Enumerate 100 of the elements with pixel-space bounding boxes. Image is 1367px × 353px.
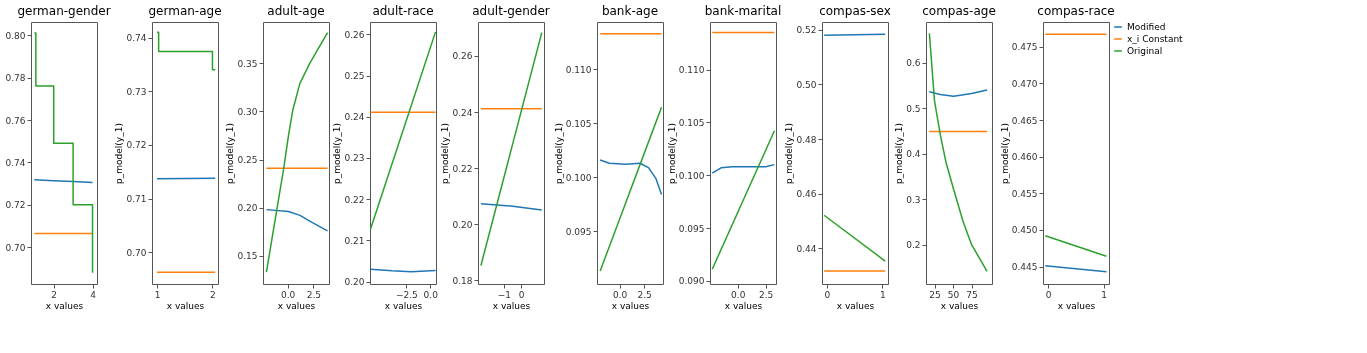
y-tick-label: 0.18	[452, 275, 473, 286]
legend-label: Original	[1127, 46, 1163, 56]
x-axis-title: x values	[1057, 300, 1096, 311]
legend-label: Modified	[1127, 22, 1166, 32]
y-tick-label: 0.2	[906, 240, 921, 251]
y-tick-label: 0.15	[237, 251, 258, 262]
y-tick-label: 0.22	[452, 163, 473, 174]
chart-title: german-age	[148, 4, 222, 18]
chart-title: german-gender	[17, 4, 111, 18]
y-tick-label: 0.72	[5, 200, 26, 211]
x-tick-label: 0.0	[731, 289, 746, 300]
y-tick-label: 0.44	[796, 243, 817, 254]
y-tick-label: 0.450	[1011, 225, 1038, 236]
y-tick-label: 0.470	[1011, 78, 1038, 89]
y-tick-label: 0.73	[126, 86, 147, 97]
x-axis-title: x values	[384, 300, 423, 311]
x-tick-label: 0.0	[612, 289, 628, 300]
x-tick-label: 0.0	[423, 289, 439, 300]
x-axis-title: x values	[611, 300, 650, 311]
x-tick-label: 0	[1045, 289, 1052, 300]
x-axis-title: x values	[724, 300, 763, 311]
chart-title: compas-age	[922, 4, 996, 18]
x-tick-label: −2.5	[395, 289, 418, 300]
x-tick-label: 0	[824, 289, 831, 300]
y-tick-label: 0.48	[796, 134, 817, 145]
x-tick-label: 2	[51, 289, 58, 300]
y-tick-label: 0.3	[906, 194, 921, 205]
y-tick-label: 0.22	[344, 194, 365, 205]
x-tick-label: 1	[880, 289, 886, 300]
y-tick-label: 0.095	[678, 223, 705, 234]
x-tick-label: 4	[90, 289, 97, 300]
y-tick-label: 0.20	[344, 277, 365, 288]
y-tick-label: 0.105	[678, 117, 705, 128]
x-tick-label: 1	[154, 289, 161, 300]
y-tick-label: 0.25	[237, 155, 258, 166]
y-tick-label: 0.21	[344, 235, 365, 246]
y-axis-title: p_model(y_1)	[784, 123, 795, 184]
line-series	[599, 159, 663, 196]
y-tick-label: 0.5	[906, 103, 921, 114]
y-tick-label: 0.70	[5, 242, 26, 253]
y-tick-label: 0.50	[796, 80, 817, 90]
chart-title: adult-gender	[472, 4, 550, 18]
y-tick-label: 0.095	[565, 226, 592, 237]
x-axis-title: x values	[940, 300, 979, 311]
y-tick-label: 0.71	[126, 194, 147, 205]
y-tick-label: 0.78	[5, 73, 26, 84]
x-tick-label: 0.0	[280, 289, 296, 300]
chart-title: compas-sex	[819, 4, 891, 18]
y-tick-label: 0.70	[126, 247, 147, 258]
y-tick-label: 0.72	[126, 140, 147, 151]
y-tick-label: 0.24	[452, 107, 473, 118]
line-series	[265, 208, 329, 232]
x-tick-label: 2	[210, 289, 216, 300]
x-tick-label: 25	[929, 289, 941, 300]
y-tick-label: 0.23	[344, 153, 365, 164]
y-axis-title: p_model(y_1)	[553, 123, 564, 184]
y-tick-label: 0.455	[1011, 188, 1038, 199]
x-tick-label: 50	[947, 289, 960, 300]
y-tick-label: 0.76	[5, 115, 26, 126]
y-tick-label: 0.26	[344, 29, 365, 40]
y-tick-label: 0.100	[565, 172, 592, 183]
chart-title: adult-age	[267, 4, 325, 18]
y-tick-label: 0.090	[678, 276, 705, 287]
y-tick-label: 0.24	[344, 112, 365, 123]
line-series	[265, 31, 329, 273]
y-axis-title: p_model(y_1)	[332, 123, 343, 184]
y-tick-label: 0.445	[1011, 262, 1038, 273]
y-tick-label: 0.105	[565, 118, 592, 129]
x-axis-title: x values	[492, 300, 531, 311]
y-tick-label: 0.6	[906, 58, 921, 69]
x-tick-label: 1	[1101, 289, 1108, 300]
y-axis-title: p_model(y_1)	[894, 123, 905, 184]
y-tick-label: 0.475	[1011, 42, 1038, 53]
line-series	[33, 32, 94, 274]
y-tick-label: 0.100	[678, 170, 705, 181]
x-axis-title: x values	[166, 300, 205, 311]
y-tick-label: 0.20	[452, 219, 473, 230]
y-tick-label: 0.110	[565, 64, 592, 75]
line-series	[928, 89, 988, 98]
y-tick-label: 0.74	[5, 157, 26, 168]
y-tick-label: 0.110	[678, 65, 705, 76]
y-tick-label: 0.30	[237, 106, 258, 117]
y-tick-label: 0.46	[796, 189, 817, 200]
y-axis-title: p_model(y_1)	[999, 123, 1010, 184]
y-tick-label: 0.465	[1011, 115, 1038, 126]
chart-title: compas-race	[1037, 4, 1115, 18]
chart-title: adult-race	[372, 4, 434, 18]
line-series	[928, 32, 988, 273]
y-tick-label: 0.52	[796, 25, 817, 36]
y-axis-title: p_model(y_1)	[114, 123, 125, 184]
x-tick-label: 75	[966, 289, 978, 300]
y-tick-label: 0.80	[5, 30, 26, 41]
y-axis-title: p_model(y_1)	[225, 123, 236, 184]
x-axis-title: x values	[836, 300, 875, 311]
x-tick-label: 0	[518, 289, 525, 300]
legend-label: x_i Constant	[1127, 34, 1184, 44]
y-axis-title: p_model(y_1)	[440, 123, 451, 184]
x-tick-label: 2.5	[637, 289, 652, 300]
line-series	[711, 163, 776, 174]
y-tick-label: 0.74	[126, 33, 147, 44]
